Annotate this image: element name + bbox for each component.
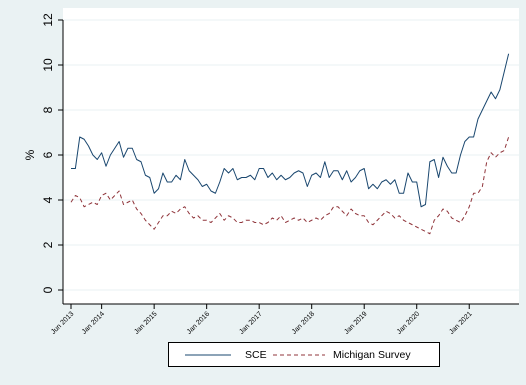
legend-label-michigan: Michigan Survey [333, 348, 411, 361]
axes [58, 19, 519, 309]
y-tick-label: 0 [41, 286, 55, 293]
legend-swatch-sce [185, 354, 231, 355]
x-tick-label: Jan 2015 [133, 310, 158, 335]
x-tick-label: Jan 2016 [186, 310, 211, 335]
legend-label-sce: SCE [245, 348, 267, 361]
plot-area [63, 8, 519, 304]
y-tick-label: 10 [41, 58, 55, 72]
series-layer [70, 53, 510, 235]
x-tick-label: Jan 2017 [238, 310, 263, 335]
legend-swatch-michigan [273, 354, 325, 355]
legend-item-michigan: Michigan Survey [273, 343, 411, 366]
x-tick-label: Jun 2013 [50, 310, 75, 335]
x-tick-label: Jan 2019 [343, 310, 368, 335]
y-axis-title: % [23, 149, 37, 160]
y-tick-label: 4 [41, 196, 55, 203]
y-tick-label: 6 [41, 151, 55, 158]
x-tick-label: Jan 2021 [448, 310, 473, 335]
x-tick-label: Jan 2018 [291, 310, 316, 335]
legend: SCE Michigan Survey [168, 342, 440, 367]
x-tick-label: Jan 2014 [81, 310, 106, 335]
y-tick-label: 12 [41, 13, 55, 27]
x-tick-label: Jan 2020 [396, 310, 421, 335]
y-tick-label: 2 [41, 241, 55, 248]
y-tick-label: 8 [41, 106, 55, 113]
series-line-sce [71, 53, 510, 208]
legend-item-sce: SCE [185, 343, 267, 366]
grid-lines [63, 19, 519, 291]
